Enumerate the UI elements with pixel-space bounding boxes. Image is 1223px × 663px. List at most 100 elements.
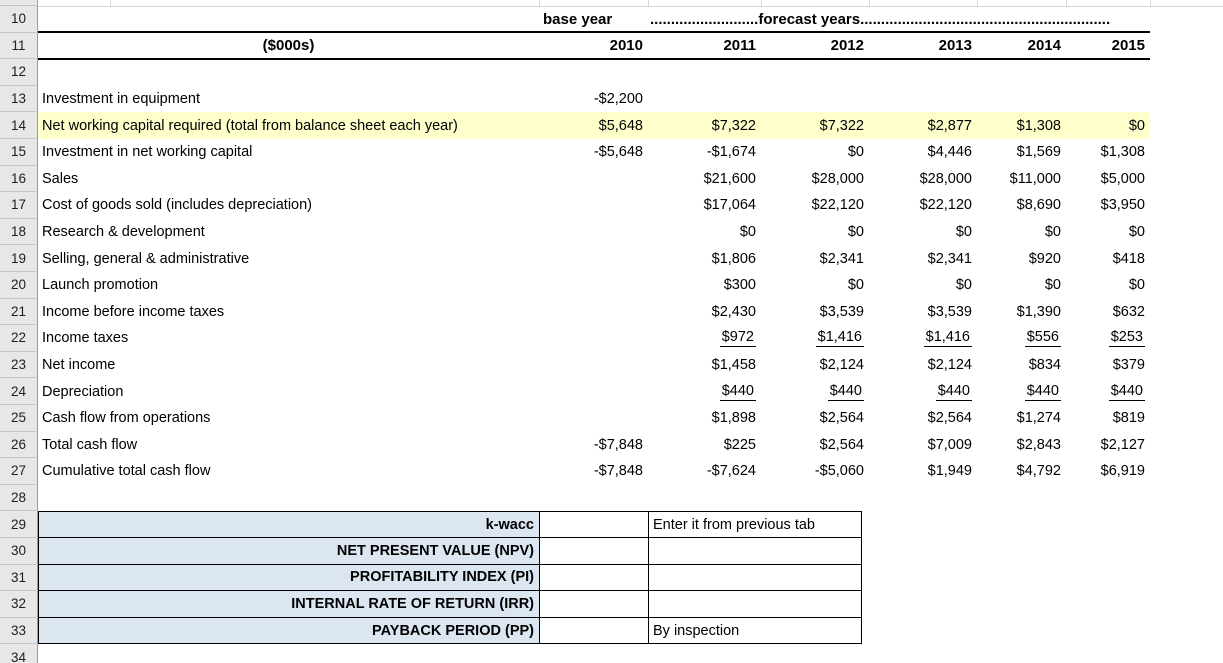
- value-cell-2015[interactable]: $3,950: [1066, 192, 1150, 219]
- line-item-label[interactable]: Cumulative total cash flow: [42, 463, 211, 480]
- value-cell-2013[interactable]: $3,539: [869, 299, 977, 326]
- row-header-26[interactable]: 26: [0, 431, 38, 459]
- value-cell-2014[interactable]: $1,390: [977, 299, 1066, 326]
- units-label[interactable]: ($000s): [262, 37, 315, 55]
- line-item-label[interactable]: Investment in net working capital: [42, 144, 253, 161]
- value-cell-2011[interactable]: $972: [648, 325, 761, 352]
- summary-input-cell[interactable]: [539, 511, 648, 538]
- value-cell-2010[interactable]: [539, 245, 648, 272]
- value-cell-2015[interactable]: $0: [1066, 112, 1150, 139]
- value-cell-2015[interactable]: $1,308: [1066, 139, 1150, 166]
- value-cell-2011[interactable]: [648, 86, 761, 113]
- value-cell-2014[interactable]: $8,690: [977, 192, 1066, 219]
- value-cell-2010[interactable]: -$5,648: [539, 139, 648, 166]
- value-cell-2013[interactable]: $440: [869, 378, 977, 405]
- summary-input-cell[interactable]: [539, 617, 648, 645]
- summary-note-cell[interactable]: [648, 538, 862, 565]
- value-cell-2011[interactable]: $1,458: [648, 352, 761, 379]
- value-cell-2011[interactable]: $17,064: [648, 192, 761, 219]
- value-cell-2011[interactable]: $21,600: [648, 166, 761, 193]
- row-header-27[interactable]: 27: [0, 458, 38, 485]
- summary-input-cell[interactable]: [539, 538, 648, 565]
- value-cell-2013[interactable]: $0: [869, 272, 977, 299]
- value-cell-2011[interactable]: $2,430: [648, 299, 761, 326]
- value-cell-2013[interactable]: $7,009: [869, 432, 977, 459]
- row-header-16[interactable]: 16: [0, 165, 38, 193]
- value-cell-2014[interactable]: $1,308: [977, 112, 1066, 139]
- value-cell-2014[interactable]: [977, 86, 1066, 113]
- value-cell-2011[interactable]: $7,322: [648, 112, 761, 139]
- row-header-23[interactable]: 23: [0, 351, 38, 379]
- value-cell-2014[interactable]: $834: [977, 352, 1066, 379]
- value-cell-2012[interactable]: [761, 86, 869, 113]
- year-header-2014[interactable]: 2014: [1027, 37, 1061, 55]
- row-header-18[interactable]: 18: [0, 218, 38, 246]
- row-header-21[interactable]: 21: [0, 298, 38, 326]
- row-header-15[interactable]: 15: [0, 139, 38, 166]
- value-cell-2010[interactable]: -$7,848: [539, 432, 648, 459]
- value-cell-2011[interactable]: $1,898: [648, 405, 761, 432]
- line-item-label[interactable]: Cost of goods sold (includes depreciatio…: [42, 197, 313, 214]
- line-item-label[interactable]: Sales: [42, 170, 79, 187]
- value-cell-2011[interactable]: $1,806: [648, 245, 761, 272]
- value-cell-2014[interactable]: $2,843: [977, 432, 1066, 459]
- line-item-label[interactable]: Income taxes: [42, 330, 129, 347]
- summary-note-cell[interactable]: By inspection: [648, 617, 862, 645]
- row-header-29[interactable]: 29: [0, 511, 38, 538]
- value-cell-2012[interactable]: $0: [761, 139, 869, 166]
- value-cell-2010[interactable]: [539, 166, 648, 193]
- value-cell-2015[interactable]: $632: [1066, 299, 1150, 326]
- value-cell-2012[interactable]: $440: [761, 378, 869, 405]
- value-cell-2010[interactable]: [539, 405, 648, 432]
- value-cell-2012[interactable]: $2,564: [761, 432, 869, 459]
- value-cell-2014[interactable]: $0: [977, 272, 1066, 299]
- value-cell-2015[interactable]: $440: [1066, 378, 1150, 405]
- value-cell-2012[interactable]: $2,564: [761, 405, 869, 432]
- value-cell-2014[interactable]: $1,274: [977, 405, 1066, 432]
- line-item-label[interactable]: Depreciation: [42, 383, 124, 400]
- summary-label[interactable]: INTERNAL RATE OF RETURN (IRR): [38, 591, 539, 618]
- line-item-label[interactable]: Net income: [42, 357, 116, 374]
- row-header-17[interactable]: 17: [0, 192, 38, 219]
- row-header-34[interactable]: 34: [0, 644, 38, 663]
- value-cell-2010[interactable]: [539, 378, 648, 405]
- value-cell-2011[interactable]: $440: [648, 378, 761, 405]
- value-cell-2013[interactable]: $4,446: [869, 139, 977, 166]
- line-item-label[interactable]: Selling, general & administrative: [42, 250, 250, 267]
- value-cell-2013[interactable]: $1,416: [869, 325, 977, 352]
- value-cell-2012[interactable]: $7,322: [761, 112, 869, 139]
- value-cell-2015[interactable]: $6,919: [1066, 458, 1150, 485]
- forecast-years-label[interactable]: ..........................forecast years…: [650, 10, 1111, 28]
- line-item-label[interactable]: Investment in equipment: [42, 91, 200, 108]
- year-header-2010[interactable]: 2010: [609, 37, 643, 55]
- year-header-2013[interactable]: 2013: [938, 37, 972, 55]
- line-item-label[interactable]: Cash flow from operations: [42, 410, 211, 427]
- row-header-22[interactable]: 22: [0, 325, 38, 352]
- row-header-24[interactable]: 24: [0, 378, 38, 405]
- value-cell-2010[interactable]: -$7,848: [539, 458, 648, 485]
- summary-label[interactable]: PROFITABILITY INDEX (PI): [38, 564, 539, 592]
- value-cell-2013[interactable]: $2,341: [869, 245, 977, 272]
- value-cell-2010[interactable]: [539, 272, 648, 299]
- value-cell-2010[interactable]: [539, 325, 648, 352]
- line-item-label[interactable]: Research & development: [42, 224, 205, 241]
- value-cell-2014[interactable]: $440: [977, 378, 1066, 405]
- value-cell-2013[interactable]: [869, 86, 977, 113]
- value-cell-2012[interactable]: $1,416: [761, 325, 869, 352]
- value-cell-2010[interactable]: [539, 219, 648, 246]
- row-header-14[interactable]: 14: [0, 112, 38, 139]
- value-cell-2011[interactable]: -$7,624: [648, 458, 761, 485]
- year-header-2015[interactable]: 2015: [1111, 37, 1145, 55]
- value-cell-2011[interactable]: $0: [648, 219, 761, 246]
- value-cell-2014[interactable]: $11,000: [977, 166, 1066, 193]
- value-cell-2010[interactable]: [539, 299, 648, 326]
- value-cell-2014[interactable]: $920: [977, 245, 1066, 272]
- row-header-11[interactable]: 11: [0, 32, 38, 60]
- value-cell-2015[interactable]: $253: [1066, 325, 1150, 352]
- value-cell-2013[interactable]: $2,564: [869, 405, 977, 432]
- value-cell-2010[interactable]: [539, 352, 648, 379]
- line-item-label[interactable]: Net working capital required (total from…: [38, 112, 539, 139]
- value-cell-2012[interactable]: $0: [761, 272, 869, 299]
- value-cell-2013[interactable]: $2,877: [869, 112, 977, 139]
- value-cell-2015[interactable]: [1066, 86, 1150, 113]
